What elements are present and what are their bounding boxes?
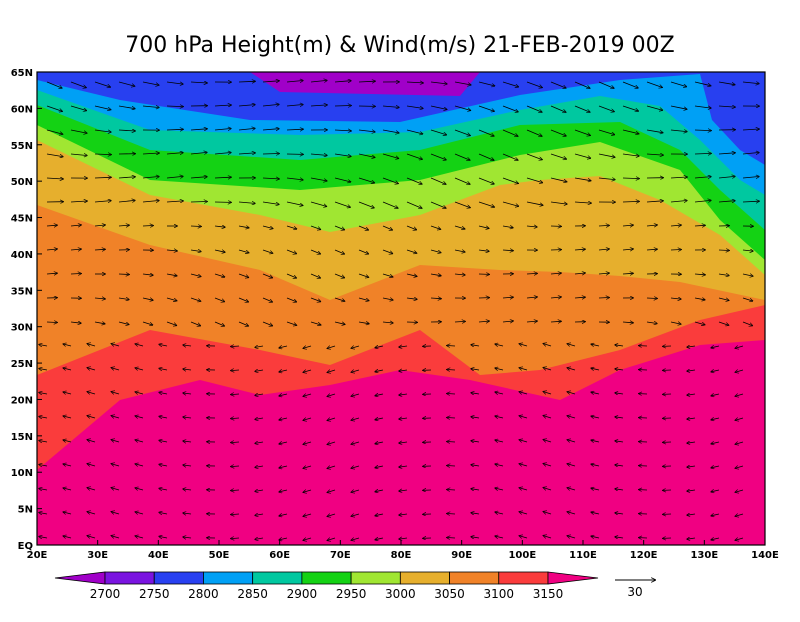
wind-arrow [119,274,129,275]
colorbar-segment [105,572,154,584]
colorbar-label: 2700 [90,587,121,601]
lat-label: 55N [11,141,33,152]
lat-label: 50N [11,177,33,188]
colorbar-low-end [55,572,105,584]
colorbar-segment [154,572,203,584]
lon-label: 100E [508,550,536,561]
lon-label: 40E [148,550,169,561]
lat-label: 5N [18,505,33,516]
colorbar-segment [253,572,302,584]
colorbar: 2700 2750 2800 2850 2900 2950 3000 3050 3100 3150 [55,572,598,601]
colorbar-segment [203,572,252,584]
lat-label: 40N [11,250,33,261]
lon-label: 120E [630,550,658,561]
colorbar-segment [499,572,548,584]
lon-label: 80E [391,550,412,561]
wind-arrow [447,346,455,347]
wind-arrow [671,250,681,251]
wind-arrow [447,514,455,515]
wind-arrow [719,250,729,251]
lat-label: 35N [11,286,33,297]
lon-label: 90E [451,550,472,561]
colorbar-label: 2900 [287,587,318,601]
lat-label: 60N [11,104,33,115]
wind-arrow [447,466,455,467]
wind-arrow [191,202,207,203]
wind-arrow [191,226,201,227]
lat-label: 65N [11,68,33,79]
colorbar-high-end [548,572,598,584]
colorbar-label: 3150 [533,587,564,601]
lon-label: 20E [27,550,48,561]
lat-label: 45N [11,214,33,225]
colorbar-label: 2850 [237,587,268,601]
colorbar-label: 2950 [336,587,367,601]
colorbar-label: 3000 [385,587,416,601]
wind-arrow [47,322,57,323]
title: 700 hPa Height(m) & Wind(m/s) 21-FEB-201… [125,33,674,58]
colorbar-label: 3100 [484,587,515,601]
colorbar-segment [450,572,499,584]
lon-label: 70E [330,550,351,561]
lon-label: 140E [751,550,779,561]
wind-arrow [447,418,455,419]
wind-arrow [447,442,455,443]
wind-arrow [599,298,609,299]
wind-arrow [447,538,455,539]
wind-arrow [71,274,81,275]
colorbar-label: 2750 [139,587,170,601]
wind-arrow [143,226,153,227]
lat-label: 10N [11,468,33,479]
wind-arrow [447,394,455,395]
lat-label: 20N [11,395,33,406]
lat-label: 30N [11,323,33,334]
wind-arrow [447,490,455,491]
lat-label: 15N [11,432,33,443]
lon-label: 110E [569,550,597,561]
wind-arrow [647,298,657,299]
height-field [37,72,765,545]
wind-arrow [335,106,351,107]
lon-label: 50E [209,550,230,561]
wind-arrow [263,154,279,155]
wind-reference-label: 30 [627,585,642,599]
colorbar-segment [400,572,449,584]
colorbar-segment [351,572,400,584]
lat-label: 25N [11,359,33,370]
wind-arrow [447,370,455,371]
colorbar-label: 2800 [188,587,219,601]
lon-label: 30E [87,550,108,561]
colorbar-label: 3050 [434,587,465,601]
lon-label: 60E [269,550,290,561]
colorbar-segment [302,572,351,584]
lon-label: 130E [690,550,718,561]
